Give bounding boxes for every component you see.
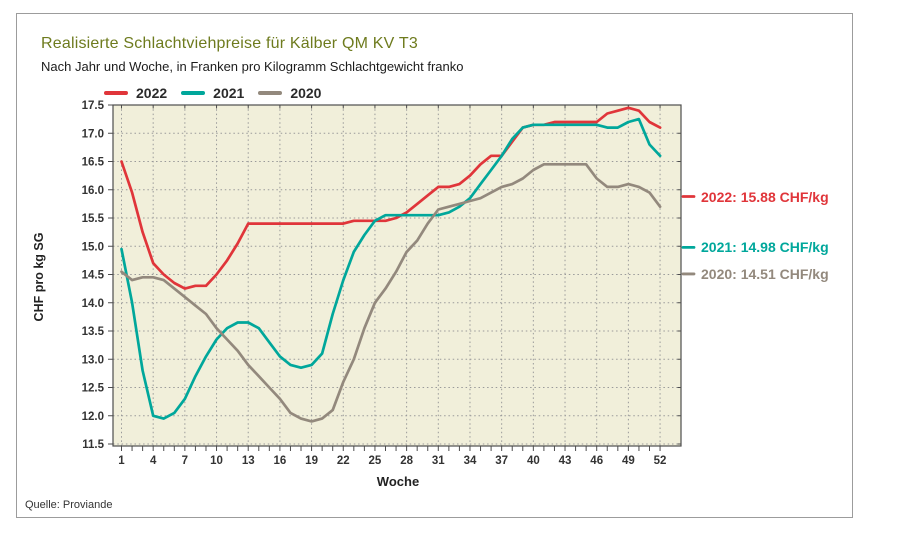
x-tick-label: 31 <box>432 455 445 467</box>
x-tick-label: 13 <box>242 455 255 467</box>
x-tick-label: 52 <box>654 455 667 467</box>
y-tick-label: 14.0 <box>82 298 104 310</box>
chart-title: Realisierte Schlachtviehpreise für Kälbe… <box>41 35 418 52</box>
y-tick-label: 15.5 <box>82 213 105 225</box>
x-tick-label: 25 <box>369 455 382 467</box>
x-tick-label: 28 <box>400 455 413 467</box>
y-tick-label: 13.0 <box>82 354 104 366</box>
series-line-2020 <box>120 162 662 423</box>
x-axis-title: Woche <box>376 474 420 489</box>
x-tick-label: 19 <box>305 455 318 467</box>
x-tick-label: 10 <box>210 455 223 467</box>
x-tick-label: 34 <box>464 455 477 467</box>
legend-swatch-2020 <box>258 91 283 95</box>
y-tick-label: 14.5 <box>82 270 105 282</box>
source-note: Quelle: Proviande <box>25 499 113 511</box>
annotation-mean-2022: 2022: 15.88 CHF/kg <box>701 188 829 205</box>
y-tick-label: 16.5 <box>82 157 105 169</box>
legend-item-2022: 2022 <box>104 85 167 101</box>
annotation-mean-2020: 2020: 14.51 CHF/kg <box>701 265 829 282</box>
legend-label-2021: 2021 <box>213 85 245 101</box>
legend-swatch-2022 <box>104 91 128 95</box>
legend: 2022 2021 2020 <box>104 85 321 101</box>
x-tick-label: 16 <box>274 455 287 467</box>
x-tick-label: 22 <box>337 455 350 467</box>
plot-border <box>112 104 682 447</box>
chart-subtitle: Nach Jahr und Woche, in Franken pro Kilo… <box>41 59 464 74</box>
x-tick-label: 1 <box>118 455 125 467</box>
y-tick-label: 12.5 <box>82 383 105 395</box>
legend-label-2020: 2020 <box>290 85 322 101</box>
y-tick-label: 13.5 <box>82 326 105 338</box>
y-tick-label: 17.5 <box>82 100 105 112</box>
x-tick-label: 49 <box>622 455 635 467</box>
legend-item-2021: 2021 <box>181 85 244 101</box>
x-tick-label: 7 <box>182 455 188 467</box>
y-tick-label: 17.0 <box>82 128 104 140</box>
x-tick-label: 43 <box>559 455 572 467</box>
x-tick-label: 4 <box>150 455 157 467</box>
legend-item-2020: 2020 <box>258 85 321 101</box>
series-line-2022 <box>120 106 662 290</box>
y-tick-label: 16.0 <box>82 185 104 197</box>
y-tick-label: 12.0 <box>82 411 104 423</box>
y-tick-label: 11.5 <box>82 439 104 451</box>
x-tick-label: 40 <box>527 455 540 467</box>
legend-label-2022: 2022 <box>136 85 168 101</box>
legend-swatch-2021 <box>181 91 206 95</box>
annotation-mean-2021: 2021: 14.98 CHF/kg <box>701 239 829 256</box>
x-tick-label: 46 <box>590 455 603 467</box>
plot-background <box>113 105 681 446</box>
x-tick-label: 37 <box>495 455 508 467</box>
y-tick-label: 15.0 <box>82 241 104 253</box>
series-line-2021 <box>120 117 662 420</box>
